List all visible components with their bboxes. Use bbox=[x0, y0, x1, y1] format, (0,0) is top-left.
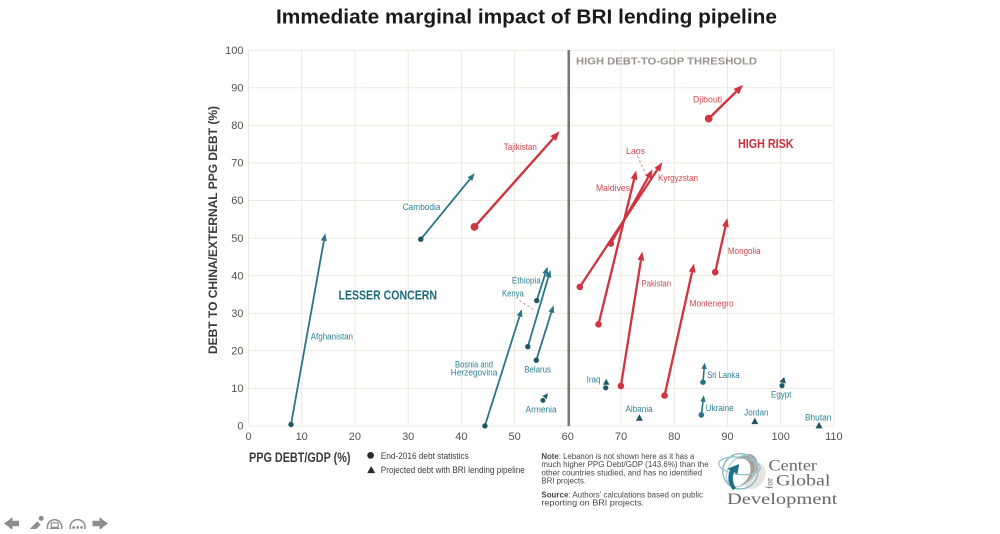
svg-text:LESSER CONCERN: LESSER CONCERN bbox=[339, 289, 438, 303]
svg-text:Iraq: Iraq bbox=[587, 375, 601, 385]
svg-text:Egypt: Egypt bbox=[771, 390, 792, 400]
svg-text:Immediate marginal impact of B: Immediate marginal impact of BRI lending… bbox=[276, 7, 777, 29]
svg-text:HIGH RISK: HIGH RISK bbox=[738, 137, 794, 151]
svg-text:Bhutan: Bhutan bbox=[805, 413, 831, 423]
svg-text:Afghanistan: Afghanistan bbox=[311, 331, 353, 341]
svg-text:PPG DEBT/GDP (%): PPG DEBT/GDP (%) bbox=[249, 450, 351, 465]
svg-text:100: 100 bbox=[225, 45, 243, 57]
svg-text:Global: Global bbox=[776, 473, 831, 490]
svg-text:DEBT TO CHINA/EXTERNAL PPG DEB: DEBT TO CHINA/EXTERNAL PPG DEBT (%) bbox=[208, 106, 220, 354]
svg-text:90: 90 bbox=[721, 431, 733, 443]
svg-text:20: 20 bbox=[349, 431, 361, 443]
svg-text:Note: Lebanon is not shown her: Note: Lebanon is not shown here as it ha… bbox=[541, 451, 694, 461]
svg-text:70: 70 bbox=[615, 431, 627, 443]
svg-text:30: 30 bbox=[231, 308, 243, 320]
svg-text:BRI projects.: BRI projects. bbox=[541, 475, 586, 485]
svg-text:Ethiopia: Ethiopia bbox=[512, 275, 541, 285]
svg-text:10: 10 bbox=[296, 431, 308, 443]
svg-text:Armenia: Armenia bbox=[526, 405, 557, 415]
svg-text:100: 100 bbox=[772, 431, 790, 443]
svg-text:60: 60 bbox=[231, 195, 243, 207]
svg-text:Sri Lanka: Sri Lanka bbox=[707, 370, 739, 380]
svg-text:Kenya: Kenya bbox=[502, 288, 524, 298]
svg-text:80: 80 bbox=[231, 120, 243, 132]
svg-text:Projected debt with BRI lendin: Projected debt with BRI lending pipeline bbox=[381, 465, 525, 475]
svg-text:Ukraine: Ukraine bbox=[706, 403, 734, 413]
svg-text:Kyrgyzstan: Kyrgyzstan bbox=[658, 173, 698, 183]
svg-text:0: 0 bbox=[237, 421, 243, 433]
svg-text:50: 50 bbox=[508, 431, 520, 443]
svg-text:110: 110 bbox=[825, 431, 843, 443]
svg-text:Jordan: Jordan bbox=[744, 408, 768, 418]
svg-text:Development: Development bbox=[727, 491, 838, 508]
svg-text:40: 40 bbox=[231, 270, 243, 282]
svg-text:0: 0 bbox=[245, 431, 251, 443]
svg-text:Maldives: Maldives bbox=[596, 183, 630, 193]
svg-text:Source: Authors’ calculations: Source: Authors’ calculations based on p… bbox=[541, 490, 703, 500]
svg-text:60: 60 bbox=[562, 431, 574, 443]
svg-text:Mongolia: Mongolia bbox=[728, 246, 761, 256]
svg-text:90: 90 bbox=[231, 83, 243, 95]
svg-text:Belarus: Belarus bbox=[524, 364, 551, 374]
svg-text:Pakistan: Pakistan bbox=[642, 279, 671, 289]
svg-text:End-2016 debt statistics: End-2016 debt statistics bbox=[381, 451, 469, 461]
svg-text:Bosnia and: Bosnia and bbox=[455, 360, 493, 370]
svg-text:70: 70 bbox=[231, 158, 243, 170]
svg-text:40: 40 bbox=[455, 431, 467, 443]
svg-text:for: for bbox=[765, 477, 776, 489]
svg-text:10: 10 bbox=[231, 383, 243, 395]
svg-text:Cambodia: Cambodia bbox=[403, 202, 441, 212]
svg-text:Laos: Laos bbox=[626, 146, 645, 156]
svg-text:HIGH DEBT-TO-GDP THRESHOLD: HIGH DEBT-TO-GDP THRESHOLD bbox=[576, 56, 757, 68]
svg-text:Herzegovina: Herzegovina bbox=[451, 368, 498, 378]
svg-text:Montenegro: Montenegro bbox=[690, 298, 734, 308]
svg-text:much higher PPG Debt/GDP (143.: much higher PPG Debt/GDP (143.6%) than t… bbox=[541, 459, 708, 469]
svg-text:Djibouti: Djibouti bbox=[693, 95, 722, 105]
svg-text:reporting on BRI projects.: reporting on BRI projects. bbox=[541, 498, 644, 508]
svg-text:80: 80 bbox=[668, 431, 680, 443]
svg-text:30: 30 bbox=[402, 431, 414, 443]
svg-text:Center: Center bbox=[769, 457, 818, 474]
svg-text:50: 50 bbox=[231, 233, 243, 245]
svg-text:Tajikistan: Tajikistan bbox=[504, 142, 537, 152]
svg-text:other countries studied, and h: other countries studied, and has no iden… bbox=[541, 467, 702, 477]
svg-text:20: 20 bbox=[231, 346, 243, 358]
svg-text:Albania: Albania bbox=[626, 404, 653, 414]
